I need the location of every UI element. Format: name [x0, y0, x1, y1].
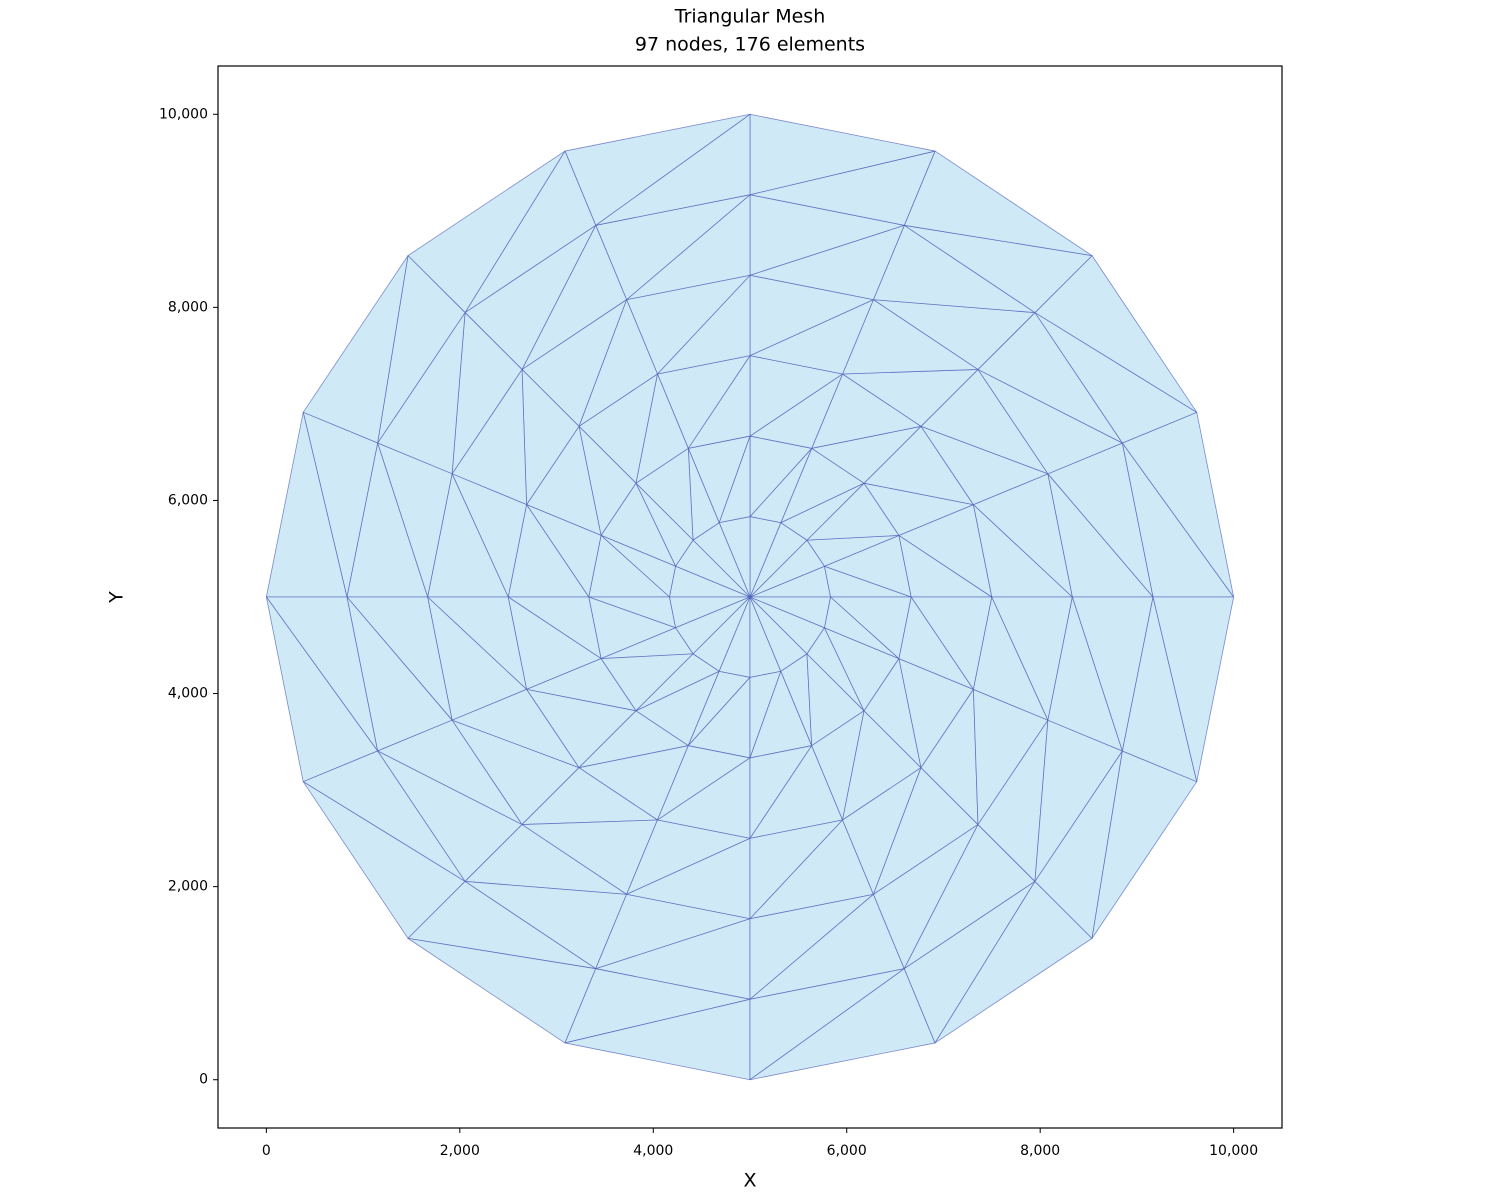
- chart-title: Triangular Mesh: [674, 6, 826, 28]
- y-tick-label: 8,000: [168, 299, 208, 315]
- y-tick-label: 6,000: [168, 492, 208, 508]
- chart-subtitle: 97 nodes, 176 elements: [635, 34, 865, 56]
- y-tick-label: 2,000: [168, 879, 208, 895]
- x-tick-label: 4,000: [633, 1143, 673, 1159]
- mesh-element: [1152, 596, 1235, 783]
- x-axis-label: X: [743, 1170, 756, 1192]
- x-tick-label: 0: [262, 1143, 271, 1159]
- x-tick-label: 2,000: [440, 1143, 480, 1159]
- x-tick-label: 8,000: [1020, 1143, 1060, 1159]
- y-tick-label: 4,000: [168, 686, 208, 702]
- x-tick-label: 6,000: [827, 1143, 867, 1159]
- y-axis-label: Y: [106, 591, 128, 604]
- y-tick-label: 10,000: [159, 106, 208, 122]
- mesh: [265, 113, 1235, 1081]
- x-tick-label: 10,000: [1209, 1143, 1258, 1159]
- y-tick-label: 0: [199, 1072, 208, 1088]
- axes-frame: [217, 65, 1283, 1129]
